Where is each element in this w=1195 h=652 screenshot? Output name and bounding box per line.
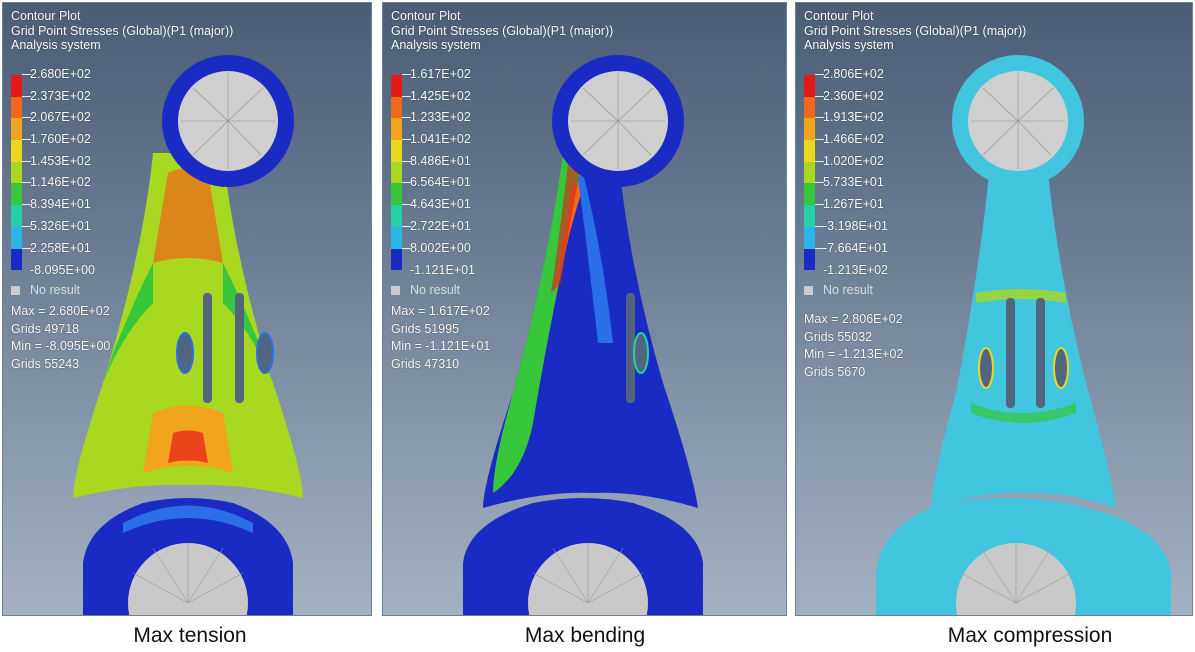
legend-value: 1.425E+02	[410, 88, 471, 103]
max-grid: Grids 49718	[11, 321, 80, 336]
legend-value: 1.760E+02	[30, 132, 91, 147]
legend-value: 1.267E+01	[823, 197, 884, 212]
min-grid: Grids 55243	[11, 356, 80, 371]
max-value: Max = 2.680E+02	[11, 304, 110, 318]
legend-value: -1.213E+02	[823, 263, 888, 277]
max-value: Max = 1.617E+02	[391, 304, 490, 318]
stats-block: Max = 2.680E+02 Grids 49718 Min = -8.095…	[11, 303, 110, 373]
legend-value: 2.067E+02	[30, 110, 91, 125]
caption-bending: Max bending	[524, 624, 646, 647]
min-value: Min = -8.095E+00	[11, 339, 111, 353]
legend-value: 8.002E+00	[410, 240, 471, 255]
no-result-legend: No result	[11, 283, 80, 297]
plot-result-type: Grid Point Stresses (Global)(P1 (major))	[391, 23, 614, 38]
tension-contour-model	[73, 55, 303, 615]
compression-contour-model	[876, 55, 1171, 615]
legend-value: 1.913E+02	[823, 110, 884, 125]
legend-value: 1.233E+02	[410, 110, 471, 125]
legend-value: 2.373E+02	[30, 88, 91, 103]
no-result-swatch	[391, 286, 400, 295]
legend-value: -3.198E+01	[823, 218, 888, 233]
legend-value: 2.722E+01	[410, 218, 471, 233]
no-result-legend: No result	[804, 283, 873, 297]
legend-value: 2.360E+02	[823, 88, 884, 103]
legend-value: -7.664E+01	[823, 240, 888, 255]
contour-panel-bending: Contour Plot Grid Point Stresses (Global…	[382, 2, 787, 616]
legend-value: 1.466E+02	[823, 132, 884, 147]
no-result-swatch	[804, 286, 813, 295]
legend-value: 5.733E+01	[823, 175, 884, 190]
legend-value: 1.146E+02	[30, 175, 91, 190]
panel-header: Contour Plot Grid Point Stresses (Global…	[11, 9, 233, 53]
legend-value: 5.326E+01	[30, 218, 91, 233]
max-grid: Grids 51995	[391, 321, 460, 336]
stats-block: Max = 2.806E+02 Grids 55032 Min = -1.213…	[804, 311, 903, 381]
contour-panel-compression: Contour Plot Grid Point Stresses (Global…	[795, 2, 1193, 616]
caption-compression: Max compression	[947, 624, 1113, 647]
panel-header: Contour Plot Grid Point Stresses (Global…	[804, 9, 1026, 53]
no-result-legend: No result	[391, 283, 460, 297]
legend-value: 1.020E+02	[823, 153, 884, 168]
no-result-swatch	[11, 286, 20, 295]
plot-title: Contour Plot	[391, 9, 461, 23]
legend-value: 1.041E+02	[410, 132, 471, 147]
legend-value: 2.258E+01	[30, 240, 91, 255]
max-grid: Grids 55032	[804, 329, 873, 344]
legend-value: -8.095E+00	[30, 263, 95, 277]
legend-value: 4.643E+01	[410, 197, 471, 212]
min-value: Min = -1.121E+01	[391, 339, 491, 353]
min-grid: Grids 5670	[804, 364, 866, 379]
min-grid: Grids 47310	[391, 356, 460, 371]
legend-value: 2.806E+02	[823, 67, 884, 81]
legend-value: 8.394E+01	[30, 197, 91, 212]
plot-result-type: Grid Point Stresses (Global)(P1 (major))	[11, 23, 234, 38]
panel-header: Contour Plot Grid Point Stresses (Global…	[391, 9, 613, 53]
legend-value: -1.121E+01	[410, 263, 475, 277]
legend-value: 1.617E+02	[410, 67, 471, 81]
max-value: Max = 2.806E+02	[804, 312, 903, 326]
plot-system: Analysis system	[11, 38, 101, 52]
stats-block: Max = 1.617E+02 Grids 51995 Min = -1.121…	[391, 303, 490, 373]
plot-title: Contour Plot	[11, 9, 81, 23]
plot-system: Analysis system	[391, 38, 481, 52]
contour-panel-tension: Contour Plot Grid Point Stresses (Global…	[2, 2, 372, 616]
legend-value: 1.453E+02	[30, 153, 91, 168]
legend-value: 2.680E+02	[30, 67, 91, 81]
legend-value: 8.486E+01	[410, 153, 471, 168]
legend-value: 6.564E+01	[410, 175, 471, 190]
min-value: Min = -1.213E+02	[804, 347, 904, 361]
caption-tension: Max tension	[133, 624, 247, 647]
bending-contour-model	[463, 55, 703, 615]
plot-result-type: Grid Point Stresses (Global)(P1 (major))	[804, 23, 1027, 38]
plot-system: Analysis system	[804, 38, 894, 52]
plot-title: Contour Plot	[804, 9, 874, 23]
